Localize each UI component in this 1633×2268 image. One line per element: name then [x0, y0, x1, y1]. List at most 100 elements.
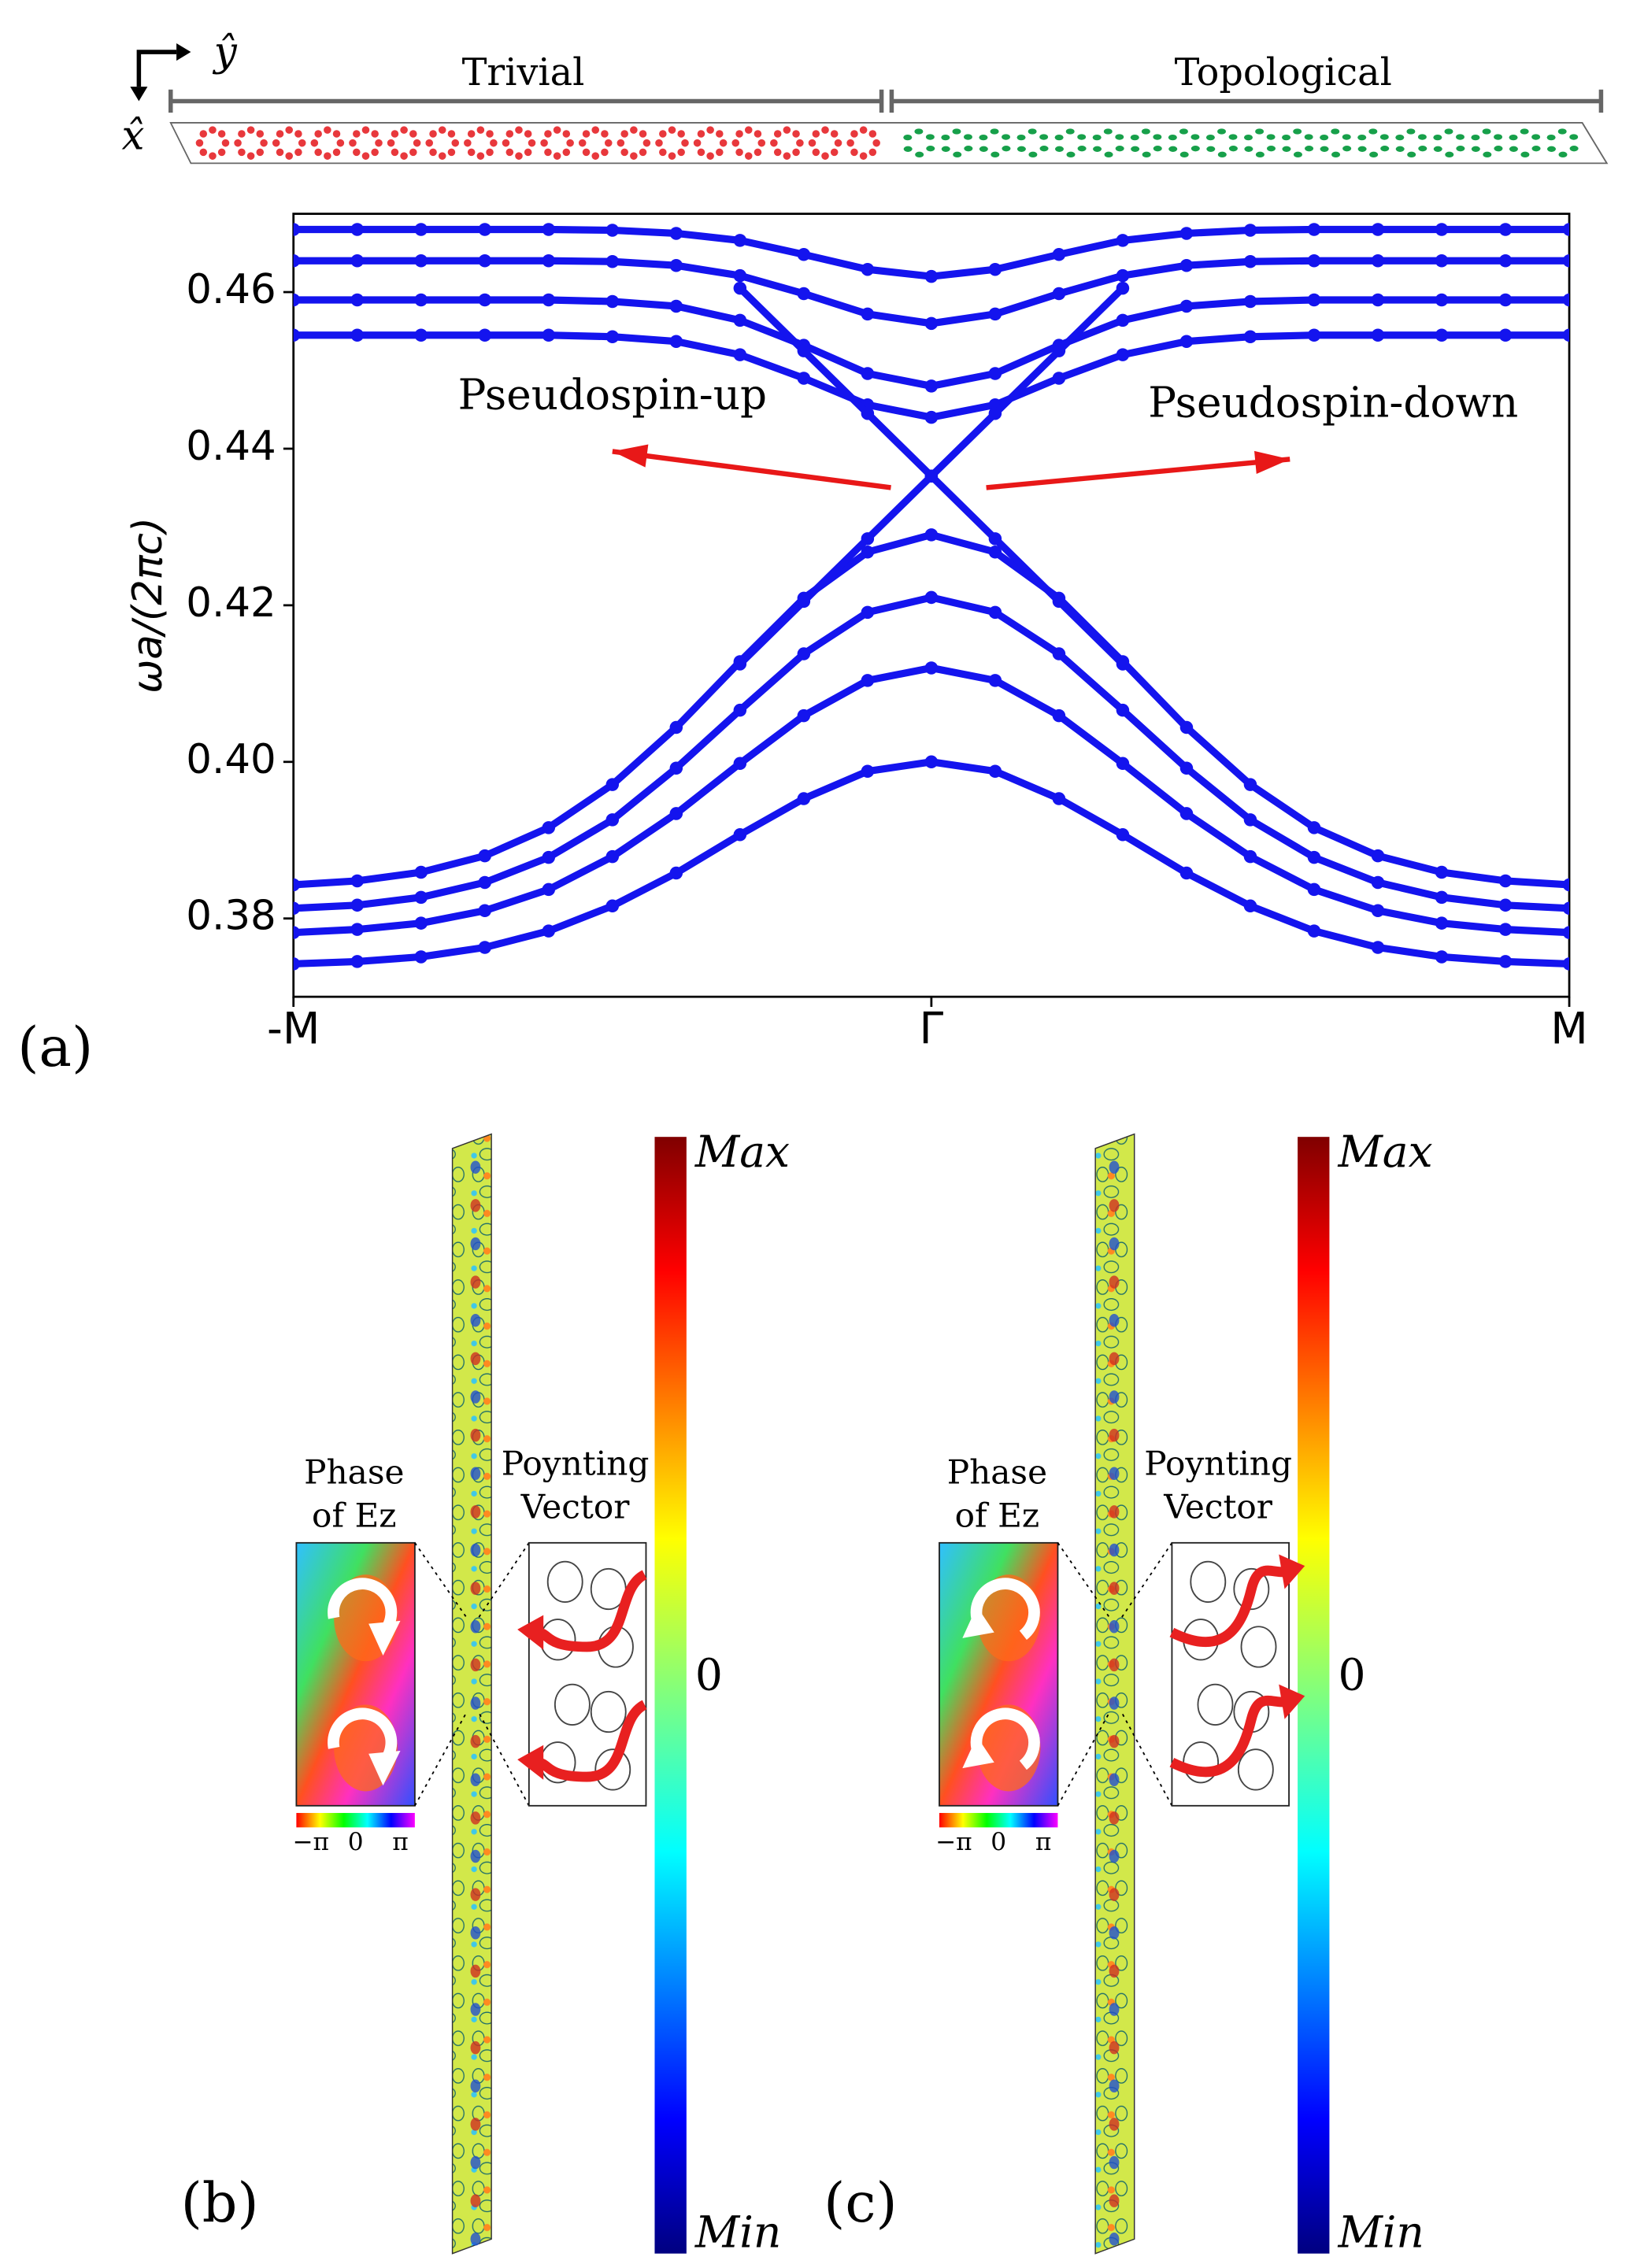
band-point [1243, 899, 1257, 913]
lattice-rod [195, 139, 204, 147]
phase-title: Phase [304, 1453, 404, 1492]
lattice-rod [1509, 134, 1518, 141]
field-hotspot [470, 1543, 481, 1557]
lattice-rod [1028, 128, 1037, 135]
lattice-rod [1293, 151, 1302, 158]
lattice-rod [464, 139, 472, 147]
lattice-rod [812, 130, 820, 138]
band-point [478, 293, 492, 307]
band-point [414, 916, 428, 930]
band-point [605, 899, 620, 913]
field-hotspot [1109, 1160, 1120, 1174]
band-point [350, 923, 364, 936]
field-hotspot [470, 1734, 481, 1748]
lattice-rod [1547, 146, 1557, 152]
band-point [478, 941, 492, 954]
band-point [988, 262, 1002, 276]
band-point [1371, 904, 1385, 918]
poynting-arrow [535, 1700, 648, 1782]
lattice-rod [476, 152, 485, 160]
lattice-rod [1217, 151, 1227, 158]
lattice-rod [620, 148, 628, 157]
lattice-rod [1357, 134, 1367, 141]
field-hotspot [1109, 1199, 1120, 1212]
lattice-rod [601, 148, 609, 157]
lattice-rod [272, 139, 280, 147]
band-point [542, 223, 556, 236]
band-point [1562, 957, 1570, 971]
band-point [1371, 941, 1385, 954]
field-hotspot [470, 1237, 481, 1251]
lattice-rod [1205, 134, 1215, 141]
lattice-rod [731, 139, 740, 147]
field-hotspot [1109, 1237, 1120, 1251]
band-point [861, 545, 875, 559]
band-point [1116, 348, 1130, 361]
lattice-rod [1016, 146, 1026, 152]
lattice-rod [941, 134, 950, 141]
lattice-rod [324, 152, 331, 160]
lattice-rod [639, 148, 647, 157]
lattice-rod [773, 148, 782, 157]
band-point [1498, 223, 1513, 236]
lattice-rod [1103, 128, 1113, 135]
panel-label: (a) [17, 1016, 93, 1079]
colorbar-max: Max [1337, 1127, 1432, 1177]
band-point [1435, 865, 1449, 879]
lattice-rod [1228, 146, 1238, 152]
lattice-rod [1331, 151, 1341, 158]
poynting-title: Vector [1163, 1488, 1273, 1526]
band-point [1116, 657, 1130, 671]
band-point [924, 316, 939, 331]
band-point [1562, 878, 1570, 892]
lattice-rod [796, 139, 804, 147]
lattice-rod [524, 130, 532, 138]
field-hotspot [470, 1696, 481, 1710]
lattice-rod [353, 148, 361, 157]
lattice-rod [578, 139, 587, 147]
band-point [861, 367, 875, 380]
band-point [542, 254, 556, 268]
lattice-rod [821, 152, 829, 160]
lattice-rod [1368, 128, 1378, 135]
colorbar [654, 1137, 687, 2254]
lattice-rod [238, 130, 246, 138]
lattice-rod [754, 148, 762, 157]
lattice-rod [447, 148, 456, 157]
band-point [605, 224, 620, 237]
lattice-rod [1407, 151, 1416, 158]
lattice-rod [1395, 134, 1405, 141]
lattice-rod [1190, 146, 1200, 152]
band-point [924, 469, 939, 483]
lattice-rod [1066, 151, 1076, 158]
lattice-rod [655, 139, 663, 147]
lattice-rod [706, 152, 714, 160]
lattice-rod [1342, 146, 1352, 152]
lattice-rod [285, 152, 293, 160]
lattice-rod [677, 130, 685, 138]
lattice-rod [757, 139, 766, 147]
phase-tick: −π [935, 1828, 972, 1856]
lattice-rod [659, 148, 667, 157]
field-hotspot [1109, 1428, 1120, 1442]
field-hotspot [1109, 2040, 1120, 2055]
field-hotspot [470, 1199, 481, 1212]
lattice-rod [209, 126, 217, 134]
band-point [1307, 924, 1321, 938]
band-point [669, 720, 683, 734]
lattice-rod [1153, 134, 1162, 140]
band-point [414, 254, 428, 268]
band-point [605, 813, 620, 827]
band-point [1052, 709, 1066, 723]
field-hotspot [470, 2079, 481, 2093]
band-point [605, 849, 620, 864]
band-point [1243, 330, 1257, 343]
band-point [1435, 950, 1449, 964]
band-point [1116, 268, 1130, 283]
lattice-rod [941, 146, 950, 152]
field-hotspot [470, 2040, 481, 2055]
band-point [350, 328, 364, 342]
lattice-rod [562, 130, 571, 138]
poynting-arrow-head [1279, 1684, 1305, 1719]
lattice-rod [1131, 146, 1140, 152]
